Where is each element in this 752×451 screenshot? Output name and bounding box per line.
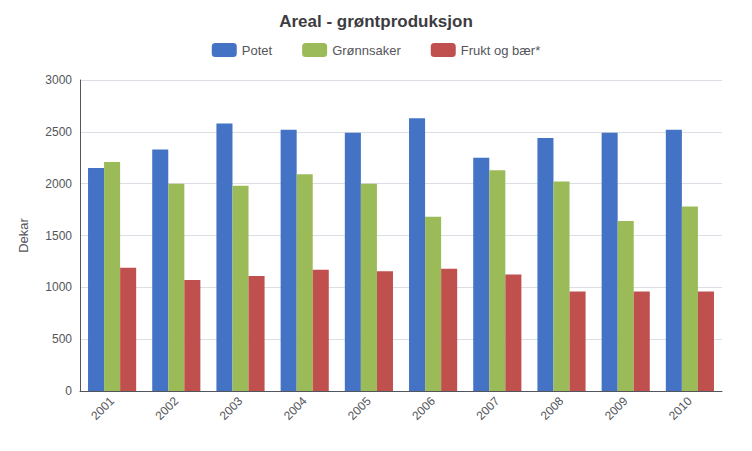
svg-text:2005: 2005 — [345, 394, 374, 423]
svg-text:Grønnsaker: Grønnsaker — [332, 43, 401, 58]
svg-text:1000: 1000 — [45, 280, 72, 294]
svg-text:2000: 2000 — [45, 177, 72, 191]
svg-text:3000: 3000 — [45, 73, 72, 87]
svg-text:1500: 1500 — [45, 229, 72, 243]
svg-text:500: 500 — [52, 332, 72, 346]
svg-text:2007: 2007 — [473, 394, 502, 423]
svg-text:2003: 2003 — [217, 394, 246, 423]
svg-text:2008: 2008 — [538, 394, 567, 423]
svg-text:Frukt og bær*: Frukt og bær* — [461, 43, 540, 58]
svg-text:2004: 2004 — [281, 394, 310, 423]
svg-text:2001: 2001 — [88, 394, 117, 423]
svg-text:2002: 2002 — [152, 394, 181, 423]
svg-text:2500: 2500 — [45, 125, 72, 139]
svg-text:Dekar: Dekar — [16, 217, 31, 252]
svg-text:Potet: Potet — [242, 43, 273, 58]
svg-text:Areal - grøntproduksjon: Areal - grøntproduksjon — [279, 12, 473, 31]
svg-text:2009: 2009 — [602, 394, 631, 423]
svg-text:2010: 2010 — [666, 394, 695, 423]
svg-text:0: 0 — [65, 384, 72, 398]
svg-text:2006: 2006 — [409, 394, 438, 423]
